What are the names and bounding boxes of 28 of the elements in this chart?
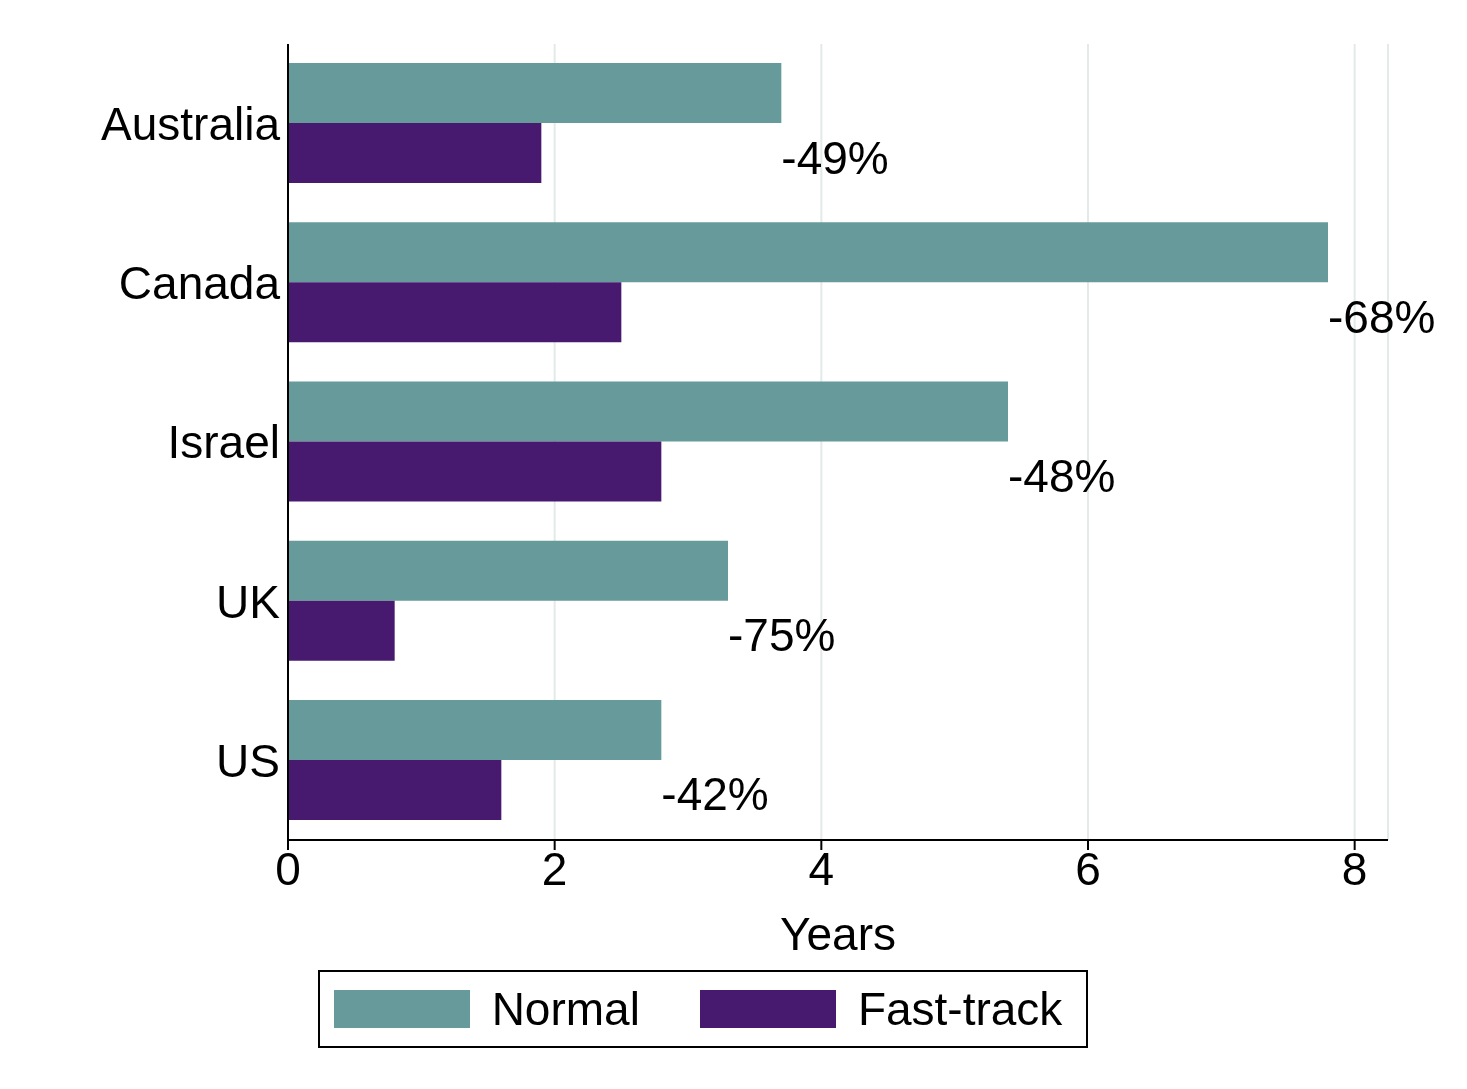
annotation: -42% [661, 768, 769, 821]
y-tick-label: Australia [101, 97, 281, 150]
x-tick-label: 4 [808, 842, 835, 895]
x-axis-title: Years [780, 908, 896, 960]
bar [288, 282, 622, 343]
legend-label: Normal [491, 982, 640, 1036]
x-tick-label: 0 [275, 842, 301, 895]
bar [288, 699, 662, 760]
bar [288, 63, 782, 124]
y-tick-label: US [216, 734, 280, 787]
y-tick-label: UK [216, 575, 281, 628]
legend-label: Fast-track [857, 982, 1063, 1036]
bar [288, 222, 1328, 283]
annotation: -48% [1008, 450, 1116, 502]
y-tick-label: Canada [118, 257, 281, 310]
x-tick-label: 6 [1075, 842, 1101, 895]
y-tick-label: Israel [167, 416, 280, 469]
bar [288, 540, 728, 601]
annotation: -68% [1328, 290, 1436, 343]
annotation: -75% [728, 609, 836, 662]
x-tick-label: 8 [1341, 842, 1368, 895]
bar [288, 600, 395, 661]
bar [288, 381, 1008, 442]
annotation: -49% [781, 131, 889, 184]
bar [288, 759, 502, 820]
bar [288, 441, 662, 502]
x-tick-label: 2 [541, 842, 568, 895]
bar [288, 123, 542, 184]
